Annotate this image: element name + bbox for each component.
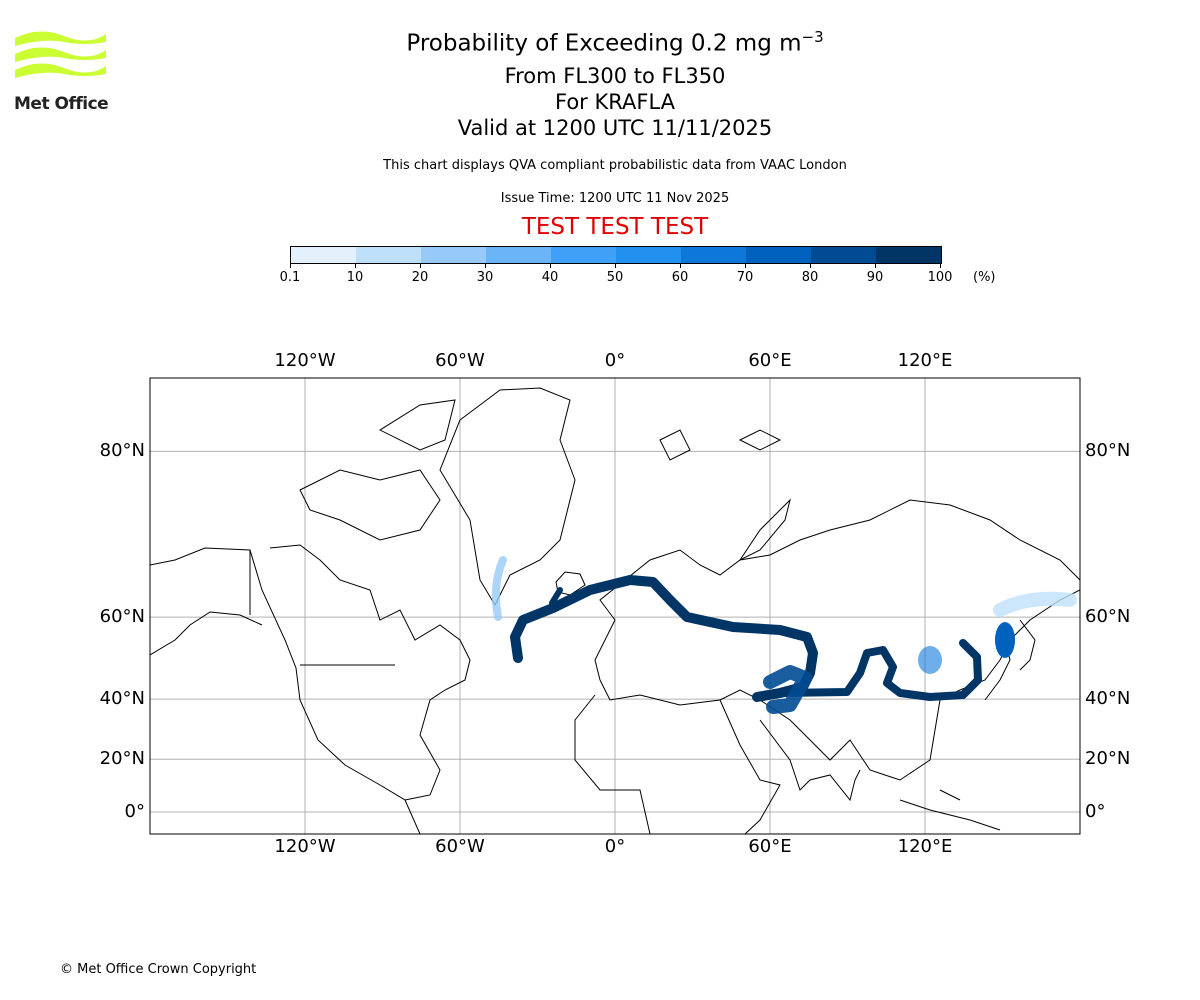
- colorbar-tick-label: 80: [801, 270, 819, 285]
- lon-label-bottom: 60°E: [748, 836, 792, 857]
- colorbar-bin-3: [486, 247, 551, 263]
- plume-kamchatka-blob: [995, 622, 1015, 658]
- colorbar-tick: [875, 263, 876, 268]
- colorbar-tick: [355, 263, 356, 268]
- lon-label-bottom: 120°E: [897, 836, 953, 857]
- met-office-wave-icon: [15, 31, 106, 78]
- lon-label-bottom: 60°W: [435, 836, 485, 857]
- colorbar-bin-6: [681, 247, 746, 263]
- lat-label-left: 40°N: [99, 688, 145, 710]
- colorbar-bin-2: [421, 247, 486, 263]
- lat-label-left: 60°N: [99, 606, 145, 628]
- lon-label-bottom: 120°W: [274, 836, 336, 857]
- met-office-logo: Met Office: [14, 30, 109, 115]
- logo-text: Met Office: [14, 94, 109, 114]
- chart-title: Probability of Exceeding 0.2 mg m−3: [406, 28, 824, 57]
- colorbar-bin-9: [876, 247, 941, 263]
- colorbar-bin-0: [291, 247, 356, 263]
- colorbar-tick-label: 60: [671, 270, 689, 285]
- copyright: © Met Office Crown Copyright: [60, 962, 257, 977]
- lat-label-right: 60°N: [1085, 606, 1131, 628]
- colorbar-bin-7: [746, 247, 811, 263]
- colorbar-tick-label: 30: [476, 270, 494, 285]
- colorbar-tick-label: 20: [411, 270, 429, 285]
- lat-label-right: 80°N: [1085, 440, 1131, 462]
- lon-label-top: 60°W: [435, 350, 485, 371]
- plume-core-east: [776, 639, 982, 701]
- colorbar-tick-label: 40: [541, 270, 559, 285]
- colorbar-bin-4: [551, 247, 616, 263]
- plume-iceland-branch: [549, 587, 563, 606]
- valid-time: Valid at 1200 UTC 11/11/2025: [457, 116, 773, 140]
- test-banner: TEST TEST TEST: [521, 214, 709, 240]
- colorbar-tick-label: 100: [927, 270, 953, 285]
- issue-time: Issue Time: 1200 UTC 11 Nov 2025: [500, 191, 730, 206]
- colorbar-bin-8: [811, 247, 876, 263]
- colorbar-tick: [615, 263, 616, 268]
- colorbar-tick: [940, 263, 941, 268]
- coastlines: [150, 387, 1080, 834]
- map-frame: [149, 377, 1081, 835]
- colorbar-tick: [420, 263, 421, 268]
- lat-label-right: 0°: [1085, 801, 1106, 822]
- lon-label-top: 120°E: [897, 350, 953, 371]
- flight-levels: From FL300 to FL350: [504, 64, 726, 88]
- colorbar-tick: [680, 263, 681, 268]
- colorbar-tick: [810, 263, 811, 268]
- colorbar-tick-label: 50: [606, 270, 624, 285]
- colorbar-tick-label: 10: [346, 270, 364, 285]
- chart-description: This chart displays QVA compliant probab…: [383, 158, 847, 173]
- lat-label-right: 20°N: [1085, 748, 1131, 770]
- colorbar-tick: [550, 263, 551, 268]
- colorbar-tick-label: 0.1: [279, 270, 301, 285]
- lon-label-bottom: 0°: [604, 836, 626, 857]
- lat-label-right: 40°N: [1085, 688, 1131, 710]
- lon-label-top: 60°E: [748, 350, 792, 371]
- colorbar-tick: [745, 263, 746, 268]
- lat-label-left: 0°: [124, 801, 145, 822]
- colorbar-tick: [290, 263, 291, 268]
- colorbar-tick-label: 70: [736, 270, 754, 285]
- lat-label-left: 20°N: [99, 748, 145, 770]
- ash-plume: [491, 556, 1077, 714]
- plume-central-asia: [763, 665, 812, 714]
- colorbar-tick-label: 90: [866, 270, 884, 285]
- plume-fringe-greenland: [491, 556, 507, 621]
- lon-label-top: 120°W: [274, 350, 336, 371]
- lat-label-left: 80°N: [99, 440, 145, 462]
- colorbar-tick: [485, 263, 486, 268]
- plume-fringe-kamchatka: [993, 591, 1077, 617]
- colorbar-unit: (%): [973, 270, 996, 285]
- colorbar-bin-5: [616, 247, 681, 263]
- colorbar-bin-1: [356, 247, 421, 263]
- lon-label-top: 0°: [604, 350, 626, 371]
- volcano-name: For KRAFLA: [555, 90, 675, 114]
- colorbar: [290, 246, 942, 264]
